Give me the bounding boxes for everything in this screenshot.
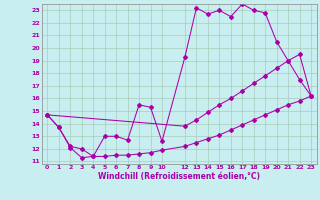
X-axis label: Windchill (Refroidissement éolien,°C): Windchill (Refroidissement éolien,°C) <box>98 172 260 181</box>
